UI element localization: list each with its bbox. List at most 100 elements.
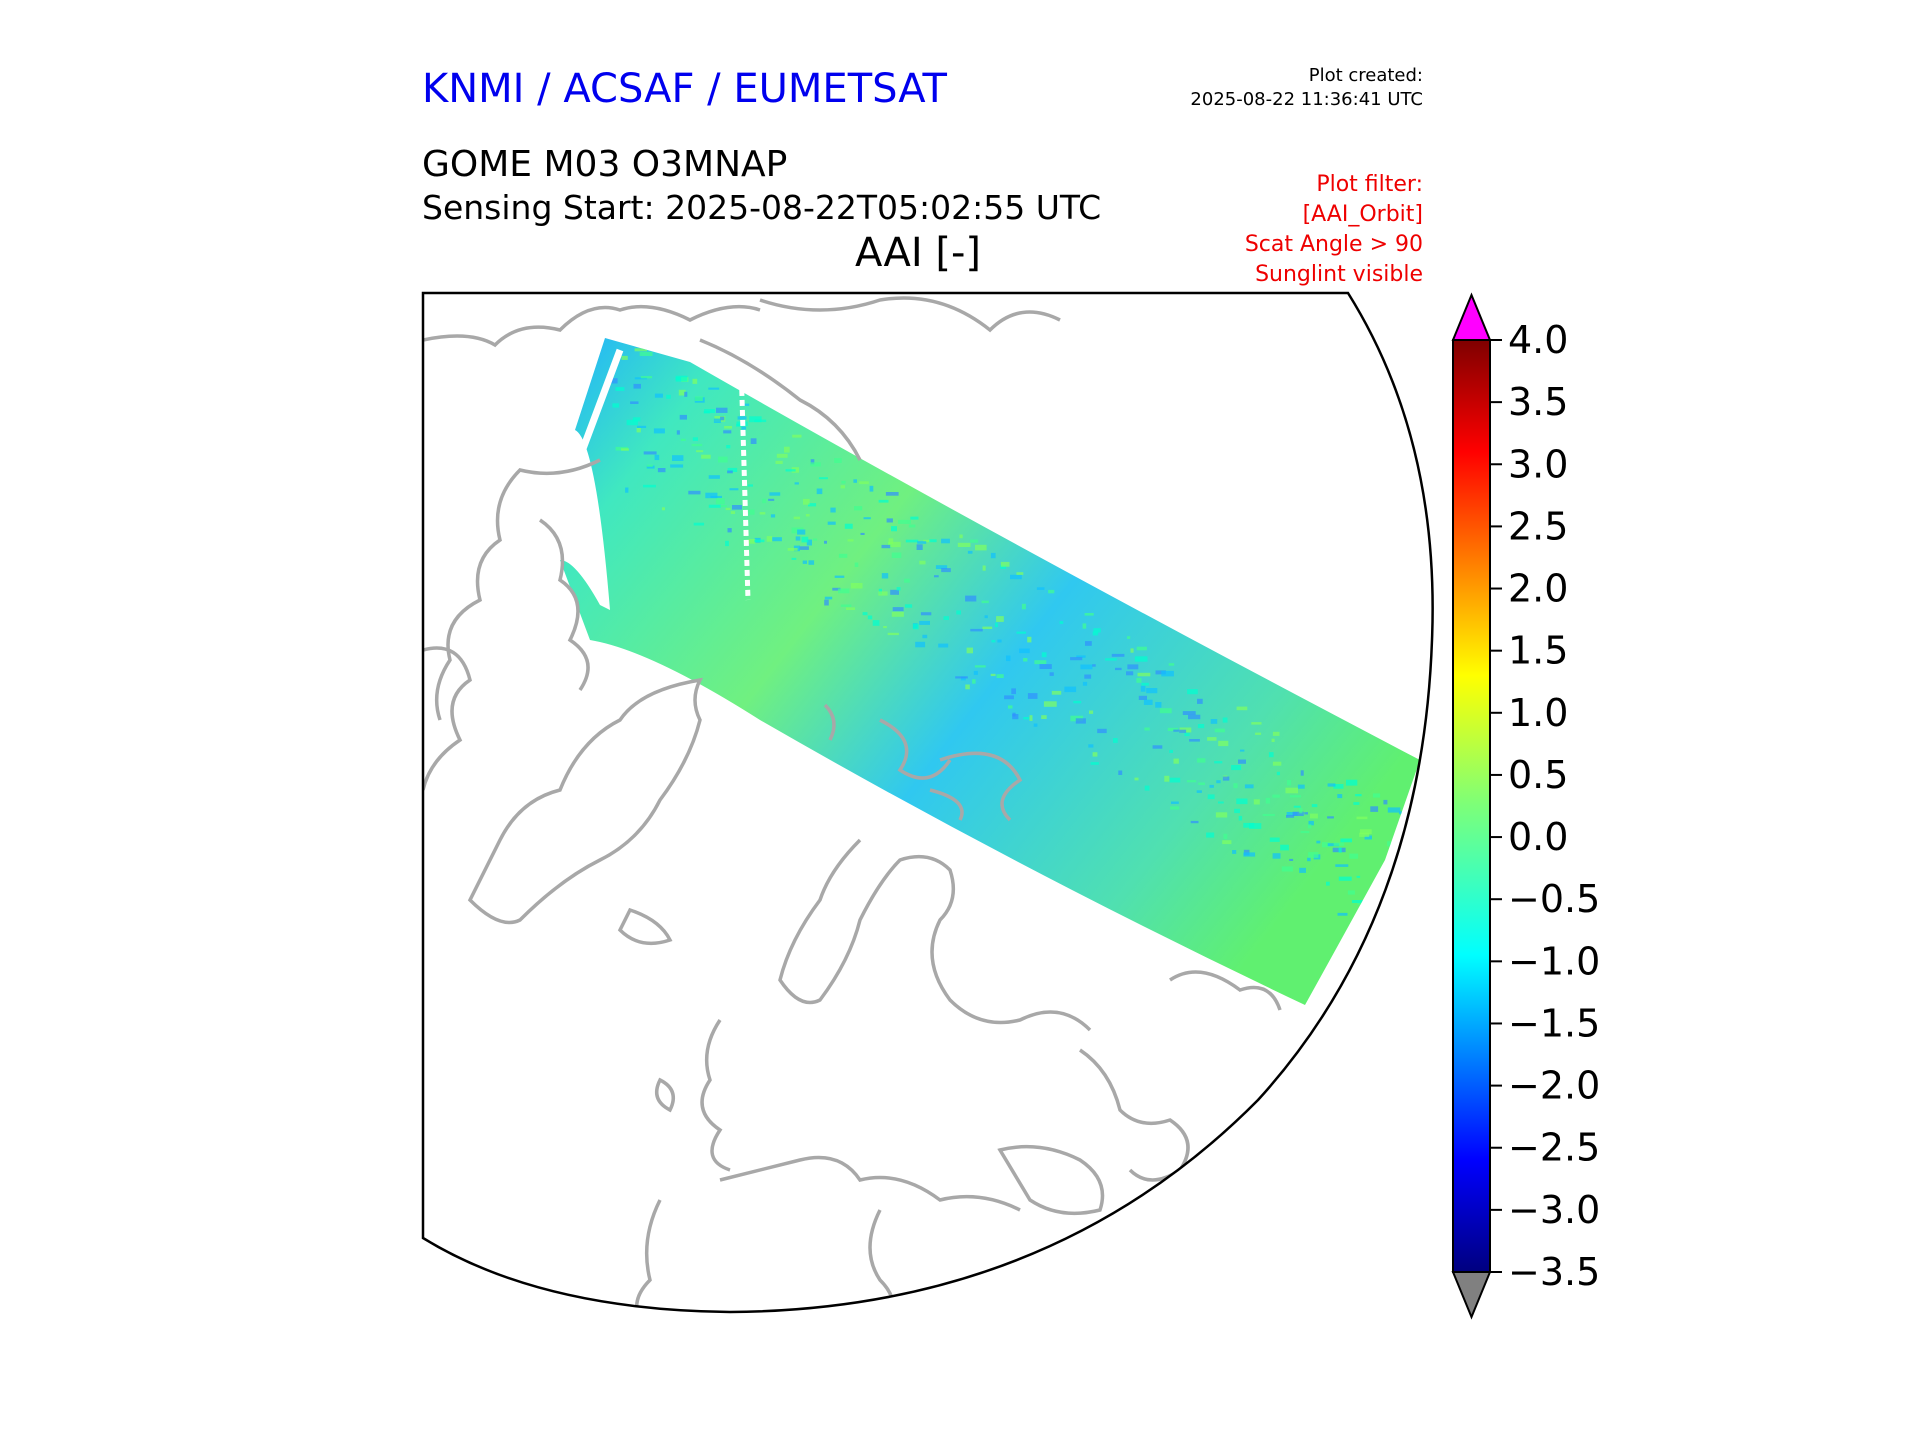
swath-pixel [812, 538, 818, 541]
swath-pixel [1041, 715, 1047, 719]
swath-pixel [759, 512, 766, 515]
swath-pixel [1189, 739, 1200, 742]
swath-pixel [1392, 873, 1405, 878]
swath-pixel [1244, 784, 1254, 789]
colorbar-tick-label: 1.0 [1508, 691, 1568, 735]
swath-pixel [1173, 729, 1179, 732]
swath-pixel [678, 389, 686, 396]
swath-pixel [1286, 812, 1298, 816]
swath-pixel [824, 596, 833, 600]
swath-pixel [705, 492, 718, 499]
swath-pixel [888, 538, 894, 544]
swath-pixel [636, 428, 641, 433]
swath-pixel [1357, 902, 1365, 905]
swath-pixel [881, 573, 889, 579]
swath-pixel [1155, 702, 1162, 708]
swath-pixel [1141, 682, 1149, 686]
swath-pixel [1326, 881, 1330, 886]
swath-pixel [1093, 628, 1101, 633]
swath-pixel [1184, 732, 1190, 737]
swath-pixel [1286, 815, 1295, 818]
colorbar-tick-label: −1.0 [1508, 939, 1600, 983]
swath-pixel [762, 498, 767, 504]
colorbar-tick-label: −2.5 [1508, 1126, 1600, 1170]
coastline-europe [719, 1155, 1021, 1212]
swath-pixel [830, 507, 836, 513]
swath-pixel [922, 634, 928, 639]
swath-pixel [887, 632, 899, 636]
swath-gap [568, 348, 624, 480]
swath-pixel [787, 548, 798, 551]
swath-pixel [1375, 932, 1387, 938]
swath-pixel [965, 684, 970, 690]
swath-pixel [941, 568, 951, 573]
swath-pixel [630, 401, 639, 404]
swath-pixel [680, 438, 686, 441]
swath-pixel [862, 612, 868, 616]
colorbar-tick-label: −3.0 [1508, 1188, 1600, 1232]
swath-pixel [1251, 722, 1262, 725]
swath-pixel [1152, 745, 1163, 749]
swath-pixel [810, 459, 815, 465]
plot-filter: Plot filter: [AAI_Orbit] Scat Angle > 90… [1245, 170, 1423, 290]
swath-pixel [1048, 589, 1055, 594]
map-boundary [421, 291, 1434, 1314]
coastline-canada [434, 458, 601, 721]
swath-pixel [754, 419, 767, 423]
swath-pixel [643, 451, 657, 455]
swath-pixel [1349, 853, 1359, 859]
swath-pixel [846, 607, 855, 610]
swath-pixel [1043, 701, 1057, 707]
swath-pixel [1364, 835, 1372, 840]
swath-pixel [632, 417, 641, 422]
swath-pixel [1111, 653, 1125, 657]
swath-pixel [1097, 728, 1107, 734]
swath-pixel [633, 383, 641, 389]
swath-pixel [1169, 749, 1173, 753]
swath-pixel [1359, 832, 1370, 837]
swath-pixel [891, 526, 897, 532]
swath-pixel [708, 387, 720, 390]
swath-pixel [997, 639, 1002, 643]
swath-pixel [904, 604, 913, 608]
swath-pixel [1115, 667, 1122, 671]
colorbar-ticks: 4.0 3.5 3.0 2.5 2.0 1.5 1.0 0.5 0.0 −0.5 −1.0 −1.5 −… [1490, 318, 1600, 1294]
swath-pixel [1262, 813, 1275, 816]
swath-pixel [1197, 724, 1205, 729]
swath-pixel [1327, 816, 1334, 819]
swath-pixel [1105, 658, 1117, 661]
swath-pixel [959, 534, 963, 539]
swath-pixel [1138, 695, 1147, 700]
swath-pixel [916, 544, 923, 550]
swath-pixel [672, 455, 684, 461]
swath-pixel [853, 479, 857, 483]
colorbar-tick-label: −1.5 [1508, 1001, 1600, 1045]
swath-pixel [646, 465, 655, 469]
swath-pixel [1390, 915, 1403, 921]
coastline-scandinavia [778, 838, 1092, 1032]
swath-pixel [1170, 806, 1180, 810]
coastline-britain [700, 1019, 731, 1172]
swath-pixel [904, 578, 910, 583]
swath-pixel [692, 378, 698, 384]
swath-pixel [750, 438, 757, 444]
swath-pixel [720, 505, 727, 508]
swath-pixel [1271, 738, 1275, 742]
swath-pixel [653, 428, 665, 434]
swath-pixel [973, 670, 978, 675]
swath-pixel [769, 492, 781, 496]
swath-pixel [1070, 657, 1083, 661]
swath-pixel [1155, 670, 1166, 675]
swath-pixel [1027, 636, 1032, 643]
swath-pixel [923, 539, 931, 543]
swath-pixel [1391, 910, 1402, 914]
swath-pixel [847, 539, 854, 542]
swath-pixel [912, 623, 919, 630]
swath-pixel [640, 376, 653, 379]
swath-pixel [732, 505, 742, 510]
swath-pixel [670, 464, 684, 468]
swath-pixel [886, 518, 893, 523]
swath-pixel [854, 506, 863, 511]
swath-pixel [749, 416, 762, 423]
swath-pixel [810, 462, 821, 467]
